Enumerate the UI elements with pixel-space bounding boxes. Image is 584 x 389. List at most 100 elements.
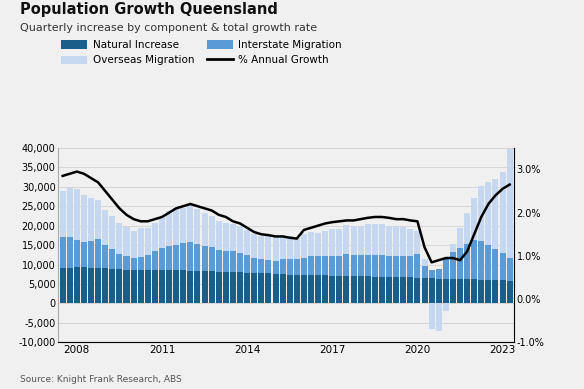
Bar: [88, 268, 94, 303]
Bar: [159, 248, 165, 270]
Bar: [60, 191, 65, 237]
Bar: [194, 244, 200, 271]
Bar: [187, 242, 193, 271]
Bar: [102, 245, 108, 268]
Bar: [429, 270, 434, 278]
Bar: [159, 270, 165, 303]
Bar: [379, 255, 385, 277]
Bar: [166, 270, 172, 303]
Bar: [287, 259, 293, 275]
Bar: [315, 256, 321, 275]
Bar: [492, 179, 499, 249]
Bar: [357, 255, 364, 276]
Bar: [215, 272, 222, 303]
Bar: [237, 226, 243, 253]
Bar: [180, 208, 186, 243]
Bar: [393, 226, 399, 256]
Bar: [450, 279, 456, 303]
Bar: [379, 224, 385, 255]
Bar: [95, 239, 101, 268]
Bar: [393, 277, 399, 303]
Bar: [372, 277, 378, 303]
Bar: [166, 246, 172, 270]
Bar: [357, 226, 364, 255]
Bar: [187, 205, 193, 242]
Bar: [81, 267, 87, 303]
Bar: [443, 303, 449, 311]
Bar: [81, 242, 87, 267]
Bar: [422, 278, 427, 303]
Bar: [343, 225, 349, 254]
Bar: [173, 208, 179, 245]
Bar: [499, 253, 506, 280]
Bar: [343, 254, 349, 276]
Bar: [251, 273, 257, 303]
Bar: [422, 259, 427, 266]
Bar: [145, 255, 151, 270]
Bar: [478, 186, 484, 241]
Bar: [301, 258, 307, 275]
Bar: [251, 258, 257, 273]
Bar: [258, 273, 265, 303]
Bar: [273, 274, 279, 303]
Bar: [95, 200, 101, 239]
Bar: [215, 221, 222, 250]
Bar: [457, 228, 463, 248]
Bar: [244, 230, 250, 255]
Bar: [287, 236, 293, 259]
Bar: [280, 274, 286, 303]
Bar: [208, 247, 215, 271]
Bar: [116, 223, 123, 254]
Bar: [343, 276, 349, 303]
Bar: [173, 270, 179, 303]
Bar: [215, 250, 222, 272]
Bar: [499, 172, 506, 253]
Bar: [379, 277, 385, 303]
Bar: [464, 244, 470, 279]
Bar: [152, 223, 158, 251]
Bar: [109, 269, 115, 303]
Bar: [485, 245, 491, 280]
Bar: [308, 275, 314, 303]
Bar: [471, 198, 477, 240]
Bar: [67, 237, 73, 268]
Bar: [322, 275, 328, 303]
Bar: [187, 271, 193, 303]
Bar: [152, 270, 158, 303]
Bar: [280, 259, 286, 274]
Bar: [123, 270, 130, 303]
Bar: [60, 237, 65, 268]
Bar: [258, 236, 265, 259]
Bar: [74, 267, 80, 303]
Bar: [415, 278, 420, 303]
Bar: [230, 224, 236, 251]
Bar: [450, 252, 456, 279]
Bar: [478, 241, 484, 280]
Bar: [102, 268, 108, 303]
Bar: [407, 256, 413, 277]
Bar: [237, 253, 243, 272]
Bar: [415, 231, 420, 254]
Bar: [372, 224, 378, 255]
Bar: [88, 198, 94, 241]
Bar: [443, 259, 449, 279]
Bar: [208, 271, 215, 303]
Bar: [74, 240, 80, 267]
Bar: [116, 269, 123, 303]
Bar: [450, 244, 456, 252]
Bar: [322, 231, 328, 256]
Bar: [464, 213, 470, 244]
Bar: [294, 238, 300, 259]
Bar: [393, 256, 399, 277]
Bar: [350, 226, 357, 255]
Bar: [180, 243, 186, 270]
Bar: [507, 281, 513, 303]
Bar: [109, 249, 115, 269]
Bar: [166, 211, 172, 246]
Bar: [251, 234, 257, 258]
Bar: [67, 188, 73, 237]
Bar: [478, 280, 484, 303]
Bar: [429, 303, 434, 329]
Bar: [208, 216, 215, 247]
Bar: [258, 259, 265, 273]
